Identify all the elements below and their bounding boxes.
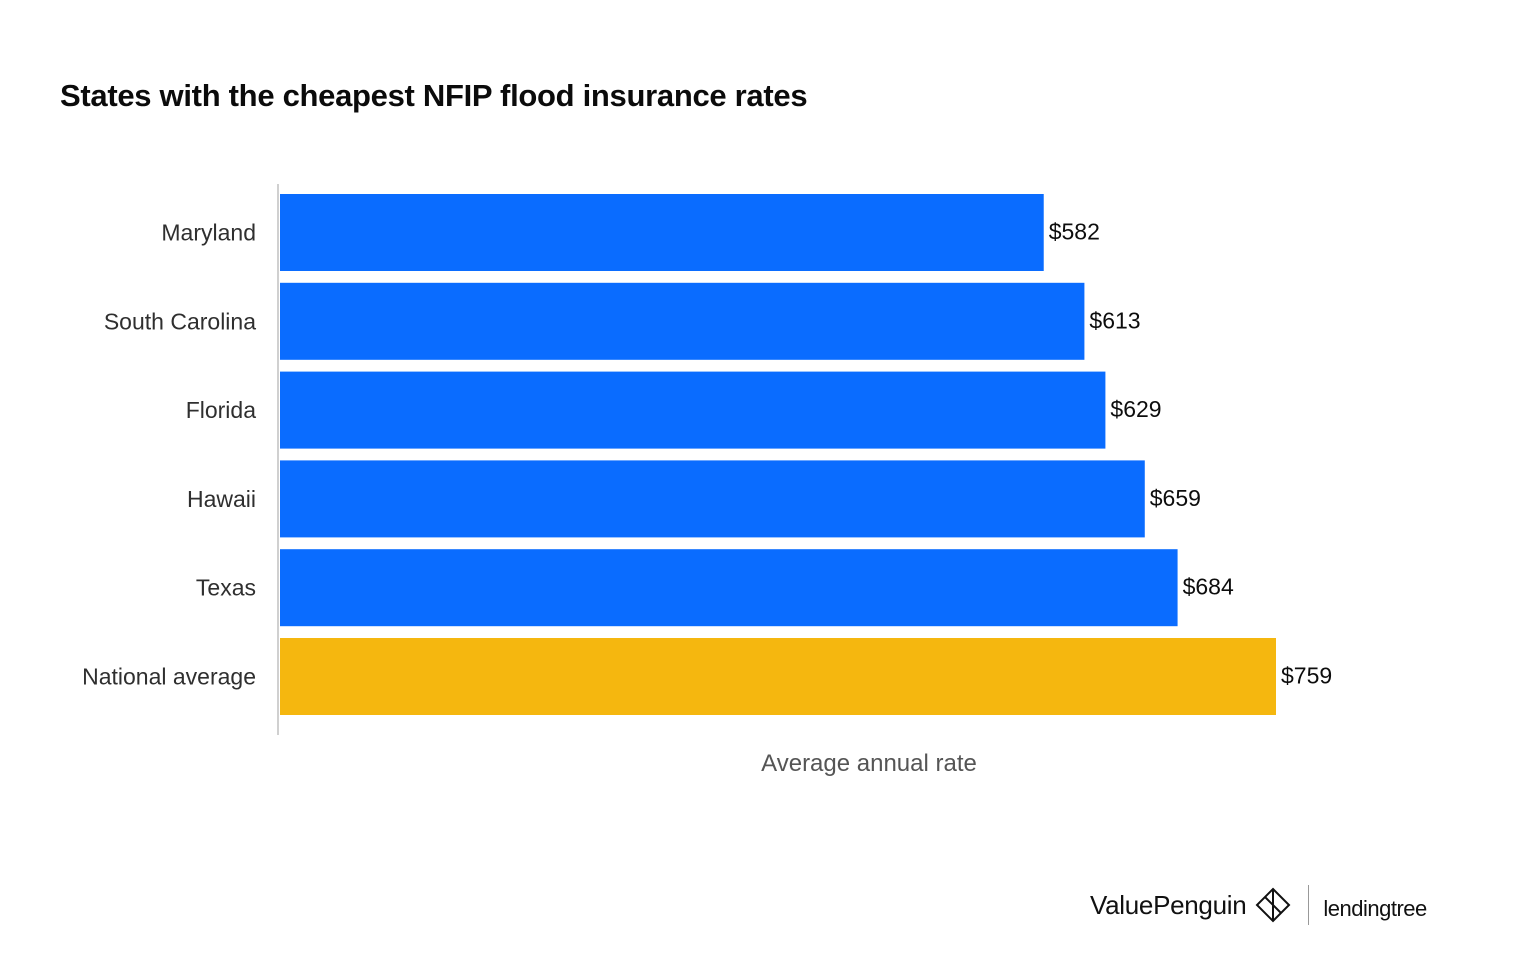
category-label-florida: Florida bbox=[186, 397, 257, 423]
bar-national-average bbox=[280, 638, 1276, 715]
value-label-hawaii: $659 bbox=[1150, 485, 1201, 511]
bar-florida bbox=[280, 371, 1106, 449]
x-axis-title: Average annual rate bbox=[761, 750, 977, 777]
valuepenguin-logo-text: ValuePenguin bbox=[1090, 889, 1247, 920]
category-label-national-average: National average bbox=[82, 664, 256, 690]
chart-title: States with the cheapest NFIP flood insu… bbox=[60, 78, 808, 113]
bar-maryland bbox=[280, 194, 1044, 271]
category-label-texas: Texas bbox=[196, 575, 256, 601]
value-label-florida: $629 bbox=[1110, 396, 1161, 422]
lendingtree-logo-text: lendingtree bbox=[1323, 896, 1427, 921]
valuepenguin-logo-icon bbox=[1255, 887, 1291, 923]
value-label-national-average: $759 bbox=[1281, 663, 1332, 689]
category-label-hawaii: Hawaii bbox=[187, 486, 256, 512]
branding: ValuePenguin lendingtree bbox=[1090, 880, 1427, 930]
bar-south-carolina bbox=[280, 282, 1085, 360]
value-label-south-carolina: $613 bbox=[1089, 307, 1140, 333]
brand-divider bbox=[1308, 885, 1310, 925]
value-label-texas: $684 bbox=[1183, 574, 1234, 600]
category-label-south-carolina: South Carolina bbox=[104, 308, 256, 334]
category-label-maryland: Maryland bbox=[161, 220, 256, 246]
bar-hawaii bbox=[280, 460, 1145, 538]
bar-texas bbox=[280, 549, 1178, 627]
value-label-maryland: $582 bbox=[1049, 219, 1100, 245]
